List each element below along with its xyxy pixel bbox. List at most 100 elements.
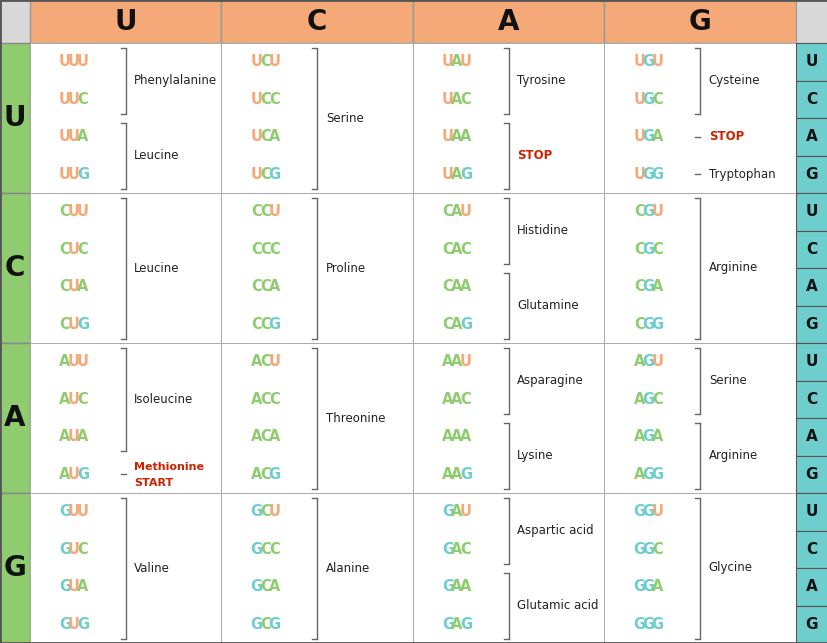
Text: A: A <box>269 430 280 444</box>
Text: C: C <box>805 392 816 407</box>
Text: G: G <box>268 617 280 632</box>
Text: A: A <box>60 392 70 407</box>
Text: C: C <box>260 242 270 257</box>
Text: A: A <box>251 430 262 444</box>
Text: U: U <box>633 54 645 69</box>
Text: A: A <box>60 354 70 369</box>
Text: U: U <box>59 92 71 107</box>
Text: G: G <box>460 617 471 632</box>
Bar <box>604 493 795 643</box>
Text: Asparagine: Asparagine <box>517 374 583 387</box>
Text: A: A <box>451 354 462 369</box>
Bar <box>0 43 30 193</box>
Text: A: A <box>442 392 453 407</box>
Text: A: A <box>460 129 471 144</box>
Text: C: C <box>260 204 270 219</box>
Bar <box>0 193 30 343</box>
Bar <box>413 0 604 43</box>
Text: U: U <box>651 504 662 520</box>
Text: G: G <box>805 617 817 632</box>
Text: C: C <box>652 92 662 107</box>
Text: Methionine: Methionine <box>134 462 204 473</box>
Text: C: C <box>633 242 644 257</box>
Text: A: A <box>77 279 88 294</box>
Text: Serine: Serine <box>326 111 363 125</box>
Text: U: U <box>77 504 89 520</box>
Text: G: G <box>77 167 89 182</box>
Text: C: C <box>652 242 662 257</box>
Text: Leucine: Leucine <box>134 149 179 162</box>
Text: C: C <box>78 242 88 257</box>
Text: G: G <box>651 317 663 332</box>
Text: A: A <box>633 354 644 369</box>
Text: A: A <box>451 204 462 219</box>
Text: C: C <box>269 242 280 257</box>
Bar <box>30 343 222 493</box>
Text: C: C <box>442 242 453 257</box>
Text: Aspartic acid: Aspartic acid <box>517 524 593 537</box>
Text: U: U <box>77 354 89 369</box>
Bar <box>795 305 827 343</box>
Text: A: A <box>451 392 462 407</box>
Bar <box>795 568 827 606</box>
Text: Isoleucine: Isoleucine <box>134 393 194 406</box>
Text: G: G <box>651 167 663 182</box>
Text: G: G <box>59 579 71 594</box>
Text: A: A <box>251 354 262 369</box>
Text: A: A <box>442 467 453 482</box>
Text: U: U <box>77 204 89 219</box>
Text: C: C <box>442 279 453 294</box>
Text: G: G <box>642 279 654 294</box>
Text: A: A <box>77 579 88 594</box>
Text: STOP: STOP <box>517 149 552 162</box>
Text: A: A <box>451 242 462 257</box>
Text: C: C <box>78 92 88 107</box>
Text: C: C <box>805 92 816 107</box>
Bar <box>30 0 222 43</box>
Text: Tyrosine: Tyrosine <box>517 74 565 87</box>
Text: A: A <box>805 279 817 294</box>
Text: U: U <box>442 92 453 107</box>
Text: U: U <box>68 542 80 557</box>
Text: C: C <box>460 242 471 257</box>
Text: G: G <box>77 317 89 332</box>
Text: G: G <box>642 317 654 332</box>
Text: U: U <box>651 354 662 369</box>
Text: U: U <box>251 54 262 69</box>
Bar <box>413 493 604 643</box>
Bar <box>222 193 413 343</box>
Text: Glutamine: Glutamine <box>517 299 578 312</box>
Text: U: U <box>805 504 817 520</box>
Text: C: C <box>260 504 270 520</box>
Text: A: A <box>251 392 262 407</box>
Text: G: G <box>651 617 663 632</box>
Text: C: C <box>260 317 270 332</box>
Text: A: A <box>460 579 471 594</box>
Text: C: C <box>442 204 453 219</box>
Text: A: A <box>442 354 453 369</box>
Text: C: C <box>442 317 453 332</box>
Text: U: U <box>4 104 26 132</box>
Text: U: U <box>651 204 662 219</box>
Bar <box>604 343 795 493</box>
Text: A: A <box>451 167 462 182</box>
Bar <box>795 80 827 118</box>
Text: G: G <box>805 167 817 182</box>
Text: A: A <box>451 430 462 444</box>
Text: U: U <box>68 504 80 520</box>
Text: C: C <box>60 317 70 332</box>
Text: C: C <box>251 317 261 332</box>
Text: U: U <box>251 167 262 182</box>
Text: G: G <box>805 317 817 332</box>
Text: A: A <box>60 430 70 444</box>
Text: G: G <box>642 467 654 482</box>
Text: C: C <box>260 167 270 182</box>
Text: G: G <box>642 242 654 257</box>
Text: C: C <box>805 542 816 557</box>
Bar <box>795 455 827 493</box>
Text: U: U <box>68 129 80 144</box>
Text: G: G <box>642 167 654 182</box>
Bar <box>604 0 795 43</box>
Text: C: C <box>260 92 270 107</box>
Text: G: G <box>460 317 471 332</box>
